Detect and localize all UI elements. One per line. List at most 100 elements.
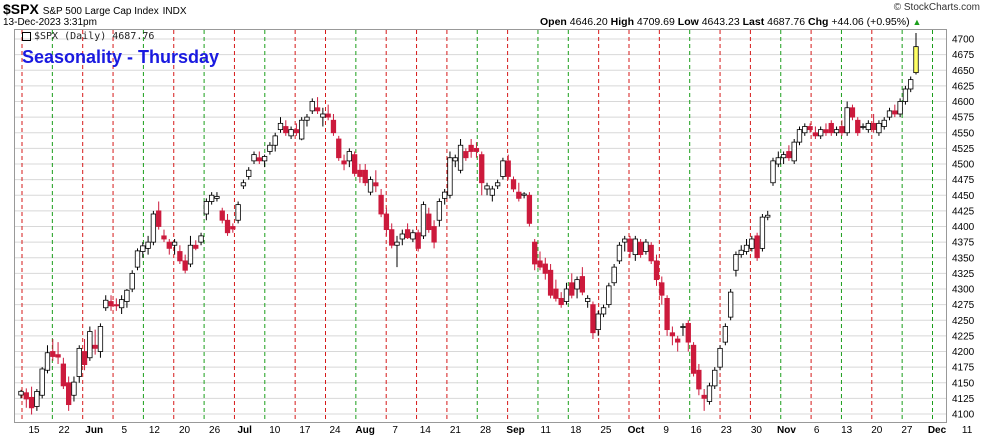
candle-up xyxy=(585,295,591,308)
y-tick-label: 4275 xyxy=(952,300,975,311)
candle-down xyxy=(839,120,845,136)
candle-body xyxy=(18,390,24,396)
stockcharts-watermark[interactable]: © StockCharts.com xyxy=(893,2,980,13)
candle-body xyxy=(182,260,188,271)
candle-down xyxy=(685,320,691,352)
candle-body xyxy=(383,213,390,231)
y-tick-label: 4700 xyxy=(952,35,975,46)
candle-up xyxy=(733,251,739,277)
x-tick-label: Jul xyxy=(237,425,252,436)
candle-body xyxy=(140,245,146,252)
x-tick-label: 22 xyxy=(59,425,71,436)
y-tick-label: 4175 xyxy=(952,363,975,374)
candle-up xyxy=(775,151,781,168)
candle-body xyxy=(166,241,172,249)
candle-body xyxy=(812,132,819,137)
candle-body xyxy=(235,204,241,221)
candle-up xyxy=(743,239,750,255)
candle-up xyxy=(346,148,352,168)
candle-down xyxy=(542,257,548,280)
low-label: Low xyxy=(677,16,699,28)
low-value: 4643.23 xyxy=(701,16,740,28)
candle-body xyxy=(738,249,744,256)
candle-down xyxy=(28,386,35,415)
candle-down xyxy=(325,104,331,121)
candle-down xyxy=(166,239,172,255)
candle-body xyxy=(574,279,580,290)
candle-body xyxy=(780,154,787,159)
candle-down xyxy=(378,189,384,218)
candle-body xyxy=(532,241,538,265)
candle-body xyxy=(775,157,781,165)
candle-up xyxy=(796,126,803,146)
candle-up xyxy=(299,117,305,141)
candle-up xyxy=(484,182,490,196)
candle-down xyxy=(55,342,61,364)
candle-body xyxy=(187,244,194,265)
candle-up xyxy=(187,235,194,268)
candle-body xyxy=(722,326,728,343)
plot-frame xyxy=(14,29,947,423)
y-tick-label: 4250 xyxy=(952,316,975,327)
candle-body xyxy=(320,113,326,118)
candle-up xyxy=(727,289,734,321)
candle-up xyxy=(643,239,649,255)
candle-body xyxy=(230,226,236,230)
candle-down xyxy=(373,170,379,193)
candle-body xyxy=(71,381,77,396)
x-tick-label: 21 xyxy=(450,425,462,436)
x-tick-label: 5 xyxy=(122,425,128,436)
candle-body xyxy=(569,282,575,296)
candle-body xyxy=(706,385,713,402)
candle-body xyxy=(203,201,210,215)
candle-down xyxy=(855,117,861,136)
candle-body xyxy=(23,392,29,400)
candle-down xyxy=(431,220,437,249)
candle-up xyxy=(267,142,273,155)
candle-body xyxy=(648,244,654,262)
y-tick-label: 4575 xyxy=(952,113,975,124)
candle-body xyxy=(145,241,151,249)
series-legend: $SPX (Daily) 4687.76 xyxy=(22,31,154,42)
candle-body xyxy=(420,204,427,237)
candle-body xyxy=(585,297,591,302)
candle-body xyxy=(103,299,109,309)
candle-down xyxy=(659,276,665,305)
candle-down xyxy=(569,273,575,299)
candle-body xyxy=(727,291,734,318)
candle-body xyxy=(913,46,919,74)
candle-body xyxy=(669,332,676,337)
y-tick-label: 4425 xyxy=(952,206,975,217)
candle-up xyxy=(902,85,909,105)
candle-body xyxy=(489,188,495,196)
candle-body xyxy=(643,241,649,252)
x-tick-label: 10 xyxy=(269,425,281,436)
candle-body xyxy=(796,129,803,143)
candle-up xyxy=(134,248,141,271)
candle-body xyxy=(876,122,882,134)
candle-down xyxy=(812,126,819,139)
x-tick-label: 30 xyxy=(751,425,763,436)
chg-label: Chg xyxy=(808,16,829,28)
candle-down xyxy=(532,239,538,271)
candle-up xyxy=(765,210,771,221)
candle-down xyxy=(283,120,289,136)
candle-down xyxy=(50,339,56,361)
candle-up xyxy=(34,389,40,411)
candle-body xyxy=(283,126,289,134)
candle-up xyxy=(442,189,448,205)
y-tick-label: 4525 xyxy=(952,144,975,155)
candle-body xyxy=(749,238,755,249)
candle-body xyxy=(606,285,612,306)
candle-up xyxy=(150,210,157,246)
candle-up xyxy=(780,151,787,164)
candle-up xyxy=(447,151,453,199)
candle-down xyxy=(547,264,554,299)
candle-body xyxy=(118,299,125,309)
candle-down xyxy=(754,232,760,261)
candle-body xyxy=(447,157,453,196)
x-tick-label: 7 xyxy=(392,425,398,436)
x-tick-label: 28 xyxy=(480,425,492,436)
last-value: 4687.76 xyxy=(767,16,806,28)
candle-body xyxy=(770,160,776,184)
